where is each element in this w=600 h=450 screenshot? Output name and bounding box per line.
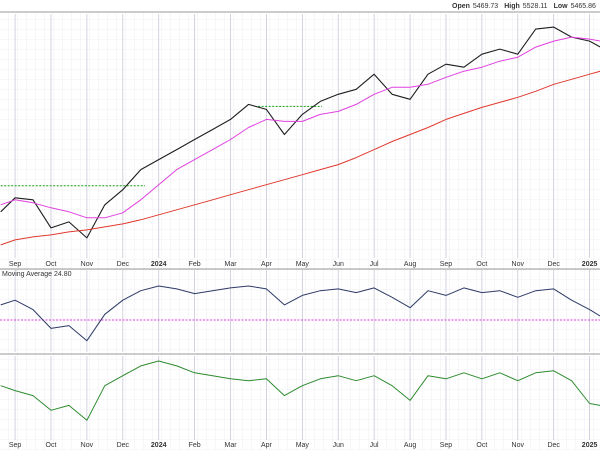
header-label: High (504, 3, 520, 10)
x-tick-label: Oct (476, 261, 487, 268)
x-tick-label: Dec (117, 442, 130, 449)
header-bar (0, 0, 600, 12)
header-label: Low (554, 3, 569, 10)
x-tick-label: 2025 (582, 442, 598, 449)
header-value: 5465.86 (571, 3, 596, 10)
x-tick-label: Nov (81, 261, 94, 268)
x-tick-label: Mar (224, 442, 237, 449)
series-line (0, 360, 600, 421)
x-tick-label: May (296, 442, 310, 449)
header-value: 5469.73 (473, 3, 498, 10)
x-tick-label: 2024 (151, 261, 167, 268)
x-tick-label: Aug (404, 261, 417, 268)
x-tick-label: Oct (46, 442, 57, 449)
x-tick-label: 2025 (582, 261, 598, 268)
x-tick-label: Sep (440, 261, 453, 268)
x-tick-label: Dec (547, 442, 560, 449)
series-line (0, 285, 600, 342)
x-tick-label: Nov (81, 442, 94, 449)
x-tick-label: Dec (117, 261, 130, 268)
series-line (0, 26, 600, 239)
series-line (0, 70, 600, 246)
x-tick-label: Jun (333, 442, 344, 449)
x-tick-label: Oct (476, 442, 487, 449)
x-tick-label: Jul (370, 261, 379, 268)
x-tick-label: Sep (9, 261, 22, 268)
x-tick-label: Feb (189, 261, 201, 268)
x-tick-label: Sep (9, 442, 22, 449)
x-tick-label: Nov (512, 261, 525, 268)
series-line (0, 36, 600, 219)
x-tick-label: 2024 (151, 442, 167, 449)
x-tick-label: Jul (370, 442, 379, 449)
x-tick-label: May (296, 261, 310, 268)
panel-title: Moving Average 24.80 (2, 271, 72, 278)
x-tick-label: Feb (189, 442, 201, 449)
x-tick-label: Oct (46, 261, 57, 268)
x-tick-label: Nov (512, 442, 525, 449)
x-tick-label: Apr (261, 442, 273, 449)
header-value: 5528.11 (523, 3, 548, 10)
header-label: Open (452, 3, 470, 10)
x-tick-label: Mar (224, 261, 237, 268)
x-tick-label: Dec (547, 261, 560, 268)
x-tick-label: Apr (261, 261, 273, 268)
x-tick-label: Sep (440, 442, 453, 449)
x-tick-label: Aug (404, 442, 417, 449)
x-tick-label: Jun (333, 261, 344, 268)
